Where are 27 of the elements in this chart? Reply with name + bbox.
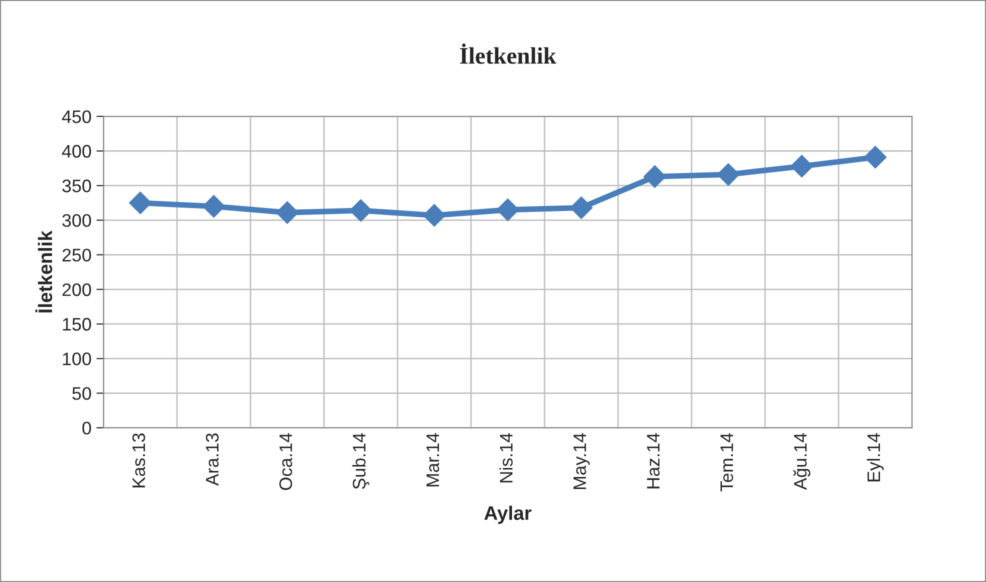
x-tick-label: Nis.14 [499,433,513,482]
y-tick-label: 300 [62,214,92,227]
y-tick-label: 150 [62,318,92,331]
y-tick-label: 350 [62,180,92,192]
x-tick-label: Oca.14 [279,433,292,490]
point [790,154,814,178]
x-tick-label: Şub.14 [352,433,370,490]
y-tick-label: 450 [62,110,92,124]
x-tick-label: Ağu.14 [793,433,810,490]
point [864,146,887,169]
y-tick-label: 50 [72,387,92,400]
x-tick-label: May.14 [574,433,590,490]
x-tick-label: Mar.14 [426,433,440,486]
point [128,192,152,214]
y-tick-label: 200 [62,283,92,296]
y-tick-label: 250 [62,248,92,262]
y-axis-title: İletkenlik [35,230,52,312]
x-tick-label: Haz.14 [647,433,660,488]
y-tick-label: 0 [82,422,92,434]
y-tick-label: 400 [62,144,92,158]
y-tick-label: 100 [62,352,92,366]
chart-title: İletkenlik [460,43,556,64]
x-tick-label: Kas.13 [132,433,146,488]
x-tick-label: Ara.13 [206,433,219,486]
x-tick-label: Eyl.14 [866,433,884,482]
x-axis-title: Aylar [484,506,532,524]
x-tick-label: Tem.14 [720,433,734,492]
